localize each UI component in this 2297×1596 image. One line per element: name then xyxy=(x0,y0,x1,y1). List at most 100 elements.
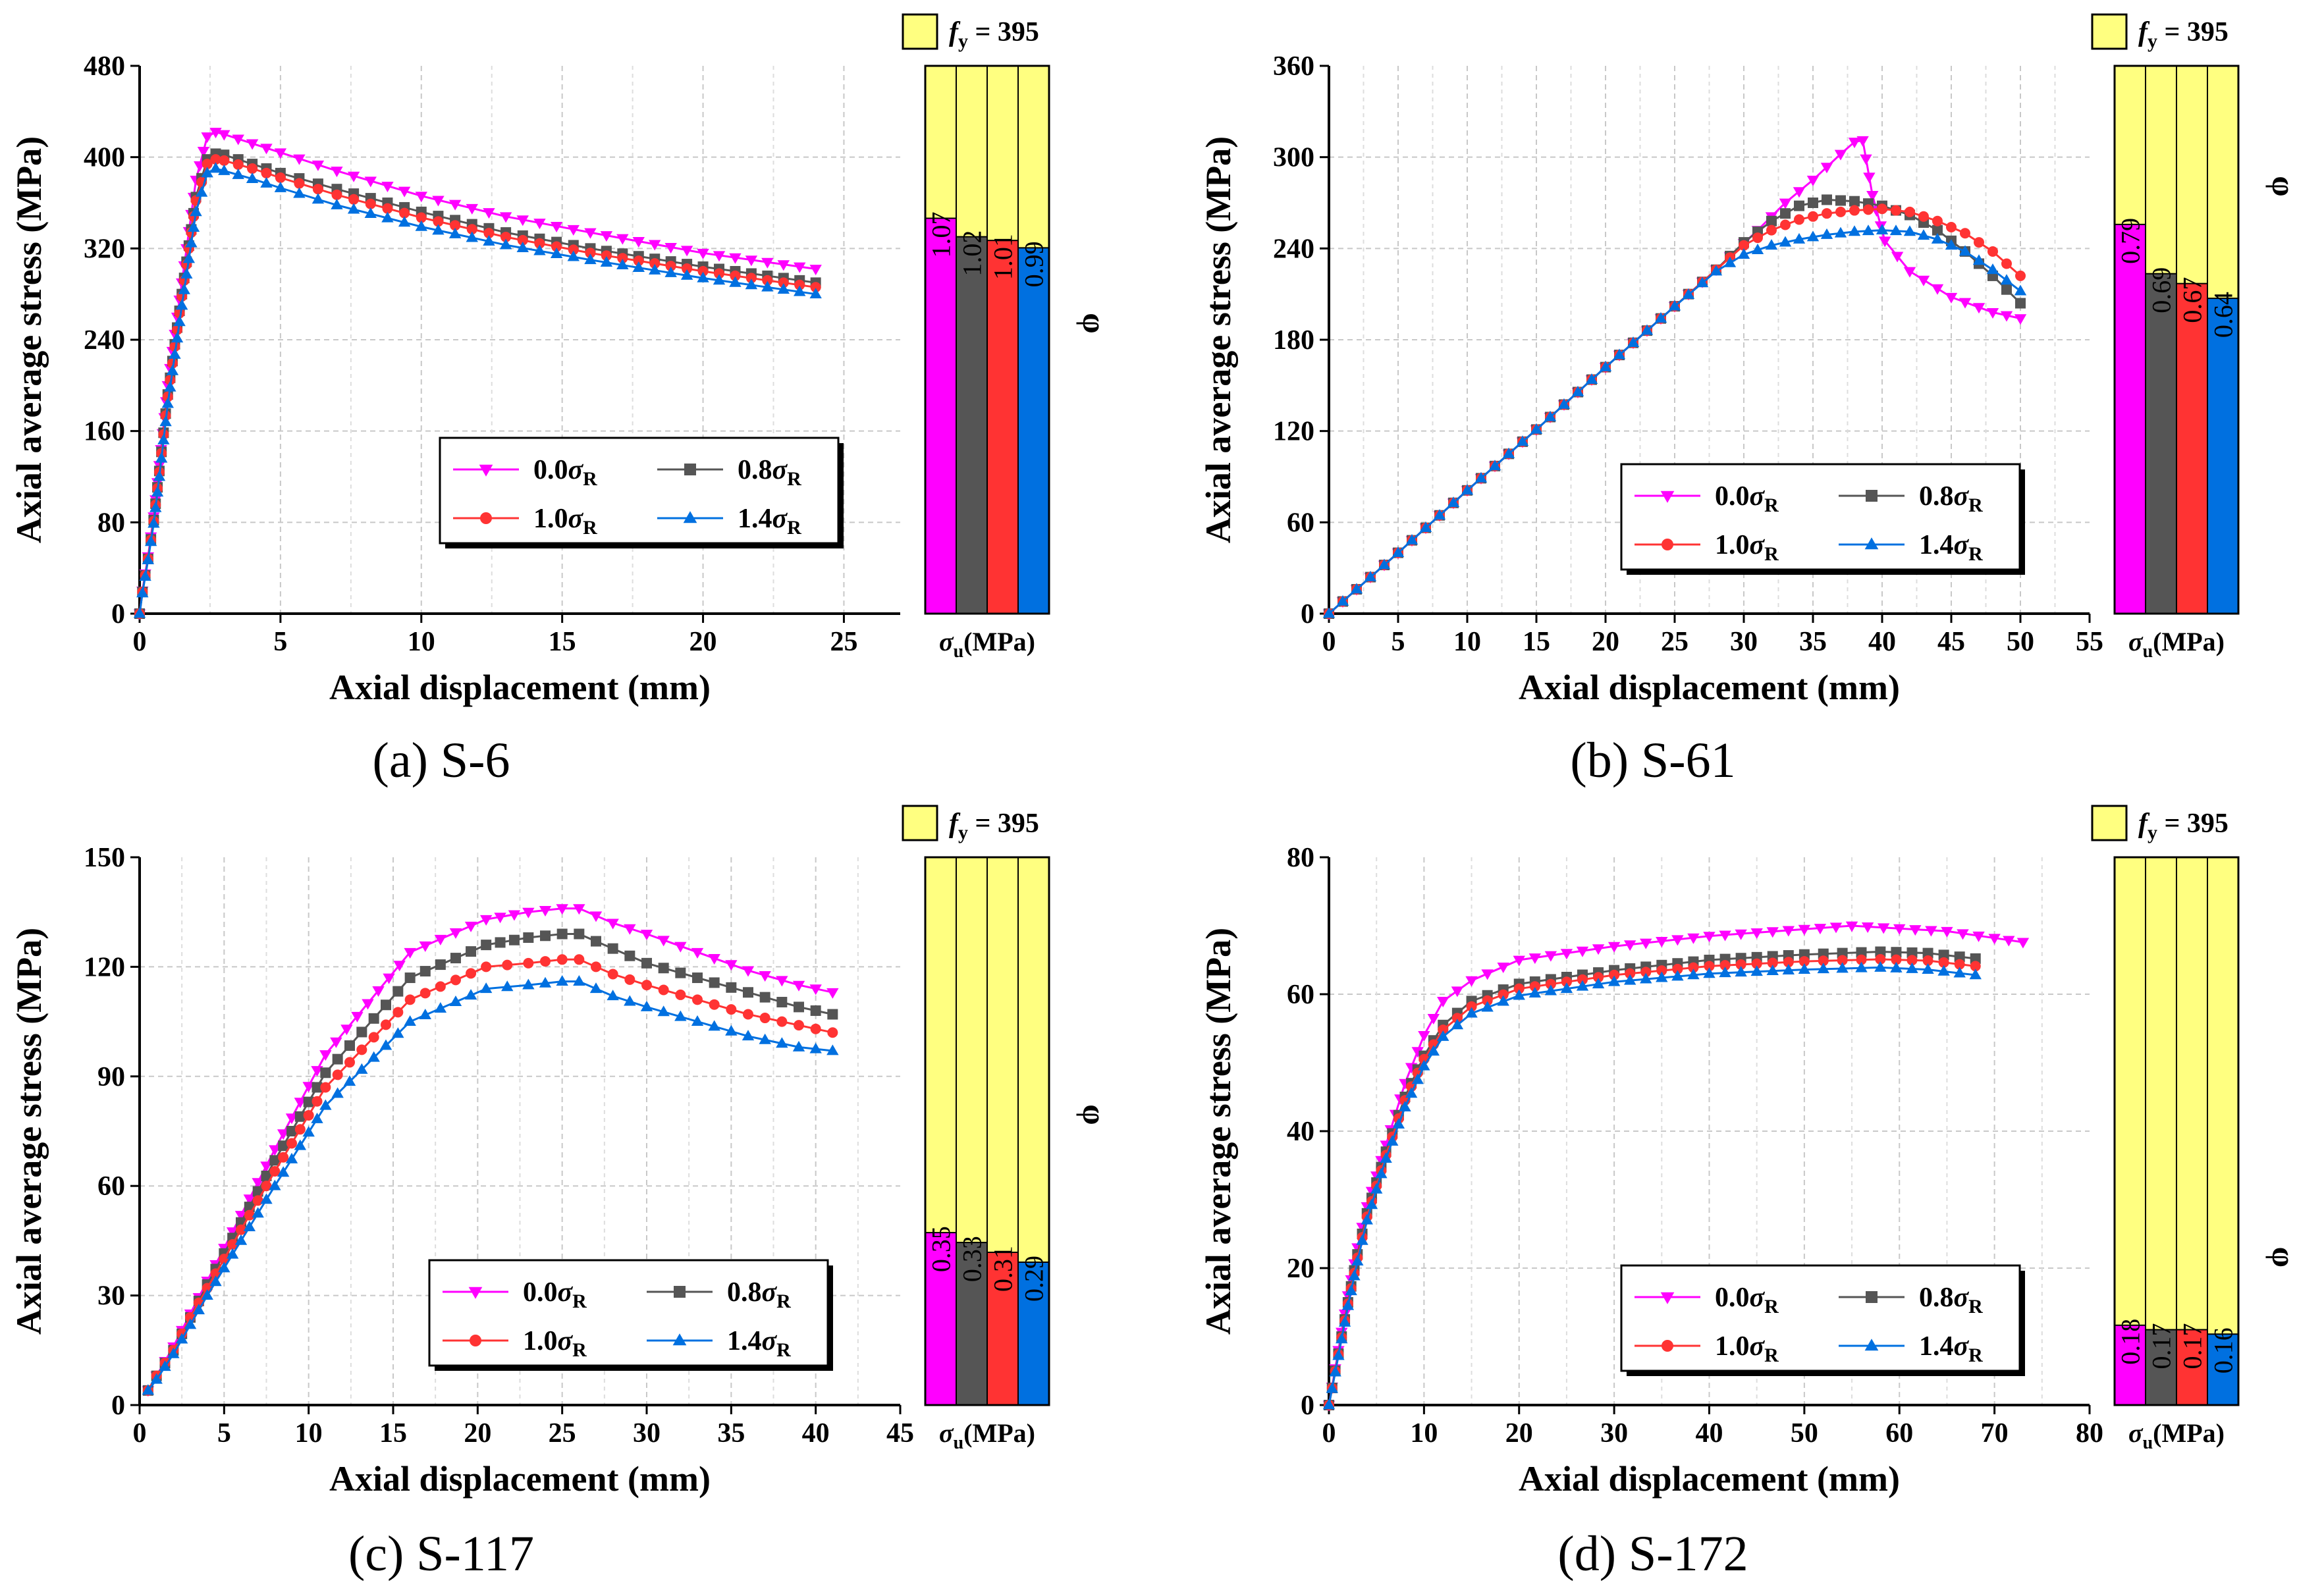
data-point xyxy=(483,208,495,219)
data-point xyxy=(726,1004,737,1015)
data-point xyxy=(810,1023,821,1034)
data-point xyxy=(1660,491,1675,503)
data-point xyxy=(1482,995,1493,1006)
data-point xyxy=(624,995,636,1006)
data-point xyxy=(1662,1340,1673,1352)
data-point xyxy=(201,167,213,178)
data-point xyxy=(1783,957,1794,968)
chart-panel: 0 5 10 15 20 25 30 35 40 45 50 55 0 60 120 180 240 300 360… xyxy=(1199,13,2297,788)
phi-bar-value: 0.67 xyxy=(2178,277,2207,323)
data-point xyxy=(1545,978,1556,990)
data-point xyxy=(365,198,376,209)
panel-caption: (a) S-6 xyxy=(373,733,510,788)
data-point xyxy=(1972,254,1986,265)
x-axis-title: Axial displacement (mm) xyxy=(329,668,711,707)
data-point xyxy=(1972,931,1985,942)
data-point xyxy=(827,1009,838,1020)
phi-bar-value: 0.31 xyxy=(988,1246,1018,1292)
data-point xyxy=(657,936,670,947)
x-tick-label: 0 xyxy=(133,627,147,657)
data-point xyxy=(1609,969,1620,980)
phi-axis-label: φ xyxy=(1076,313,1113,333)
data-point xyxy=(1386,1135,1399,1146)
data-point xyxy=(1341,1299,1355,1310)
data-point xyxy=(1370,1183,1383,1194)
data-point xyxy=(500,232,512,242)
data-point xyxy=(1893,924,1906,935)
data-point xyxy=(247,163,258,174)
y-tick-label: 240 xyxy=(84,325,125,356)
data-point xyxy=(624,950,635,961)
data-point xyxy=(1906,962,1918,973)
data-point xyxy=(483,234,495,246)
data-point xyxy=(209,1275,222,1287)
data-point xyxy=(1356,1234,1368,1245)
phi-bar-fill xyxy=(2176,282,2208,614)
data-point xyxy=(1682,288,1695,299)
data-point xyxy=(159,1360,171,1371)
data-point xyxy=(550,221,563,232)
x-tick-label: 0 xyxy=(1322,627,1336,657)
legend-label: 0.0σR xyxy=(523,1277,587,1312)
data-point xyxy=(762,275,773,286)
data-point xyxy=(1474,471,1488,483)
data-point xyxy=(175,299,188,310)
data-point xyxy=(1378,558,1391,570)
data-point xyxy=(1834,226,1847,238)
data-point xyxy=(1767,957,1778,969)
data-point xyxy=(591,961,601,972)
data-point xyxy=(293,187,306,198)
x-tick-label: 35 xyxy=(717,1418,745,1449)
data-point xyxy=(672,1333,687,1346)
data-point xyxy=(1766,965,1779,976)
data-point xyxy=(464,989,477,1000)
data-point xyxy=(419,1009,431,1020)
data-point xyxy=(809,265,822,276)
data-point xyxy=(243,1194,256,1206)
data-point xyxy=(759,1013,770,1024)
data-point xyxy=(1671,970,1684,981)
data-point xyxy=(1481,1001,1494,1012)
data-point xyxy=(709,977,720,988)
data-point xyxy=(1466,1001,1477,1012)
x-tick-label: 30 xyxy=(1730,627,1758,657)
data-point xyxy=(792,1040,805,1051)
data-point xyxy=(344,1057,355,1068)
data-point xyxy=(312,184,323,195)
data-point xyxy=(1793,232,1806,244)
data-point xyxy=(1889,225,1903,236)
data-point xyxy=(379,1039,392,1050)
data-point xyxy=(167,1347,180,1358)
data-point xyxy=(166,364,179,375)
data-point xyxy=(2014,314,2027,325)
data-point xyxy=(435,959,446,971)
series-3 xyxy=(1322,961,1982,1410)
data-point xyxy=(649,240,661,251)
data-point xyxy=(448,200,462,211)
x-tick-label: 50 xyxy=(2007,627,2034,657)
data-point xyxy=(294,1098,307,1109)
data-point xyxy=(330,1037,342,1048)
data-point xyxy=(1960,228,1970,239)
data-point xyxy=(682,263,693,275)
x-tick-label: 70 xyxy=(1981,1418,2009,1449)
legend-label: 0.0σR xyxy=(1715,481,1779,516)
phi-axis-label: φ xyxy=(2265,176,2297,196)
x-tick-label: 15 xyxy=(379,1418,407,1449)
data-point xyxy=(201,132,213,144)
data-point xyxy=(1903,225,1916,236)
data-point xyxy=(169,341,180,352)
data-point xyxy=(348,194,360,205)
sigma-u-label: σu(MPa) xyxy=(2128,627,2225,662)
data-point xyxy=(1969,969,1982,980)
data-point xyxy=(1906,955,1918,966)
data-point xyxy=(320,1067,331,1078)
data-point xyxy=(556,904,568,915)
data-point xyxy=(483,228,495,239)
data-point xyxy=(274,181,287,192)
data-point xyxy=(434,934,447,945)
data-point xyxy=(516,242,529,253)
data-point xyxy=(466,231,478,242)
legend-label: 0.0σR xyxy=(533,455,597,490)
